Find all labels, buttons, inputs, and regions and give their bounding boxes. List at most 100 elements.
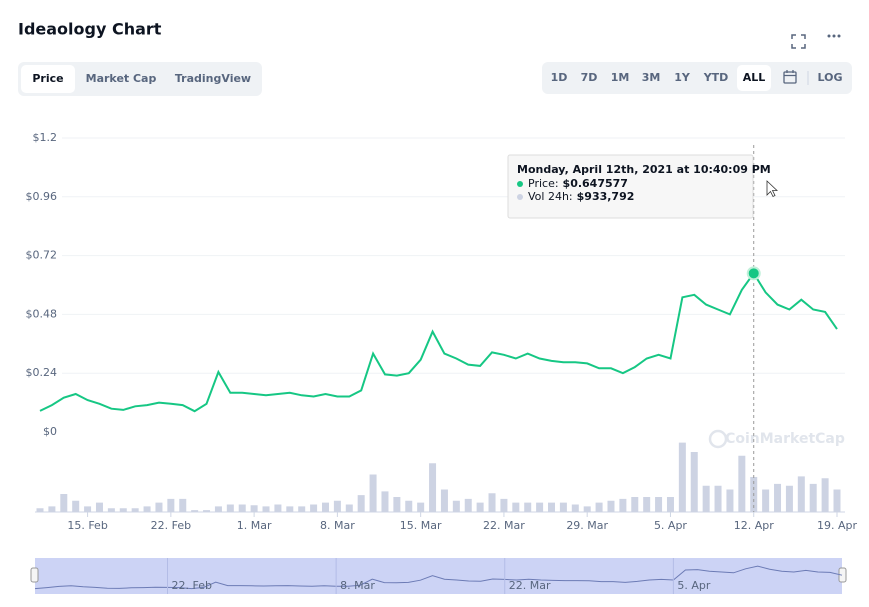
navigator-label: 22. Feb: [171, 579, 211, 592]
volume-bar: [619, 498, 627, 512]
volume-bar: [72, 500, 80, 512]
navigator-label: 5. Apr: [677, 579, 710, 592]
x-tick-label: 5. Apr: [654, 519, 687, 532]
volume-bar: [214, 506, 222, 512]
tooltip-item-value: $933,792: [577, 190, 635, 203]
hover-point: [746, 266, 761, 281]
navigator: [35, 558, 842, 594]
volume-bar: [191, 510, 199, 512]
volume-bar: [36, 508, 44, 512]
volume-bar: [143, 506, 151, 512]
x-tick-label: 15. Feb: [67, 519, 107, 532]
volume-bar: [678, 442, 686, 512]
volume-bar: [60, 494, 68, 512]
volume-bar: [607, 500, 615, 512]
volume-bar: [476, 502, 484, 512]
tooltip: Monday, April 12th, 2021 at 10:40:09 PMP…: [507, 154, 771, 219]
y-tick-label: $0: [43, 425, 57, 438]
log-button[interactable]: LOG: [818, 71, 843, 84]
volume-bar: [405, 500, 413, 512]
volume-bar: [464, 498, 472, 512]
volume-bar: [321, 502, 329, 512]
navigator-handle[interactable]: [30, 567, 39, 583]
volume-bar: [357, 495, 365, 512]
range-button[interactable]: 3M: [642, 71, 661, 84]
navigator-label: 22. Mar: [509, 579, 551, 592]
volume-bar: [262, 506, 270, 512]
x-tick-label: 22. Mar: [483, 519, 525, 532]
y-tick-label: $1.2: [33, 131, 58, 144]
volume-bar: [250, 505, 258, 512]
volume-bar: [393, 497, 401, 512]
volume-bar: [381, 491, 389, 512]
volume-bar: [774, 483, 782, 512]
volume-bar: [155, 502, 163, 512]
volume-bar: [131, 508, 139, 512]
x-tick-label: 29. Mar: [566, 519, 608, 532]
tooltip-dot: [517, 181, 523, 187]
tab[interactable]: Market Cap: [86, 72, 157, 85]
range-button[interactable]: 7D: [581, 71, 598, 84]
watermark: CoinMarketCap: [725, 431, 845, 447]
y-tick-label: $0.48: [26, 307, 58, 320]
volume-bar: [548, 502, 556, 512]
active-tab: [21, 65, 75, 93]
volume-bar: [429, 463, 437, 512]
tooltip-title: Monday, April 12th, 2021 at 10:40:09 PM: [517, 163, 771, 176]
more-icon[interactable]: [827, 34, 841, 38]
volume-bar: [821, 478, 829, 512]
volume-bar: [452, 500, 460, 512]
calendar-icon[interactable]: [783, 70, 797, 84]
range-button[interactable]: 1D: [551, 71, 568, 84]
volume-bar: [833, 489, 841, 512]
range-button[interactable]: 1M: [611, 71, 630, 84]
range-button[interactable]: ALL: [743, 71, 766, 84]
fullscreen-icon[interactable]: [791, 34, 806, 49]
volume-bar: [369, 474, 377, 512]
range-button[interactable]: YTD: [703, 71, 729, 84]
tooltip-item: Vol 24h: $933,792: [528, 190, 634, 203]
volume-bar: [119, 508, 127, 512]
range-button[interactable]: 1Y: [674, 71, 691, 84]
volume-bar: [809, 483, 817, 512]
volume-bar: [298, 506, 306, 512]
active-range: [737, 65, 771, 91]
tab[interactable]: Price: [32, 72, 63, 85]
volume-bar: [559, 502, 567, 512]
volume-bar: [167, 498, 175, 512]
volume-bar: [203, 510, 211, 512]
volume-bar: [797, 476, 805, 512]
cursor: [766, 180, 779, 198]
volume-bar: [488, 493, 496, 512]
volume-bar: [417, 502, 425, 512]
volume-bar: [310, 504, 318, 512]
y-tick-label: $0.72: [26, 249, 58, 262]
tooltip-item-name: Vol 24h:: [528, 190, 573, 203]
volume-bar: [762, 489, 770, 512]
volume-bar: [107, 508, 115, 512]
volume-bar: [274, 504, 282, 512]
x-tick-label: 8. Mar: [320, 519, 355, 532]
volume-bar: [536, 502, 544, 512]
volume-bar: [95, 502, 103, 512]
watermark-logo: [708, 429, 728, 449]
volume-bar: [500, 498, 508, 512]
volume-bar: [666, 497, 674, 512]
ranges-bg: [542, 62, 852, 94]
volume-bar: [238, 504, 246, 512]
tooltip-item-value: $0.647577: [563, 177, 628, 190]
volume-bar: [785, 485, 793, 512]
volume-bar: [524, 502, 532, 512]
x-tick-label: 22. Feb: [151, 519, 191, 532]
volume-bar: [333, 500, 341, 512]
x-tick-label: 15. Mar: [400, 519, 442, 532]
tooltip-box: [507, 154, 754, 219]
tab[interactable]: TradingView: [175, 72, 251, 85]
chart-title: Ideaology Chart: [18, 20, 162, 39]
x-tick-label: 12. Apr: [734, 519, 774, 532]
volume-bar: [84, 506, 92, 512]
y-tick-label: $0.96: [26, 190, 58, 203]
y-tick-label: $0.24: [26, 366, 58, 379]
volume-bar: [48, 506, 56, 512]
